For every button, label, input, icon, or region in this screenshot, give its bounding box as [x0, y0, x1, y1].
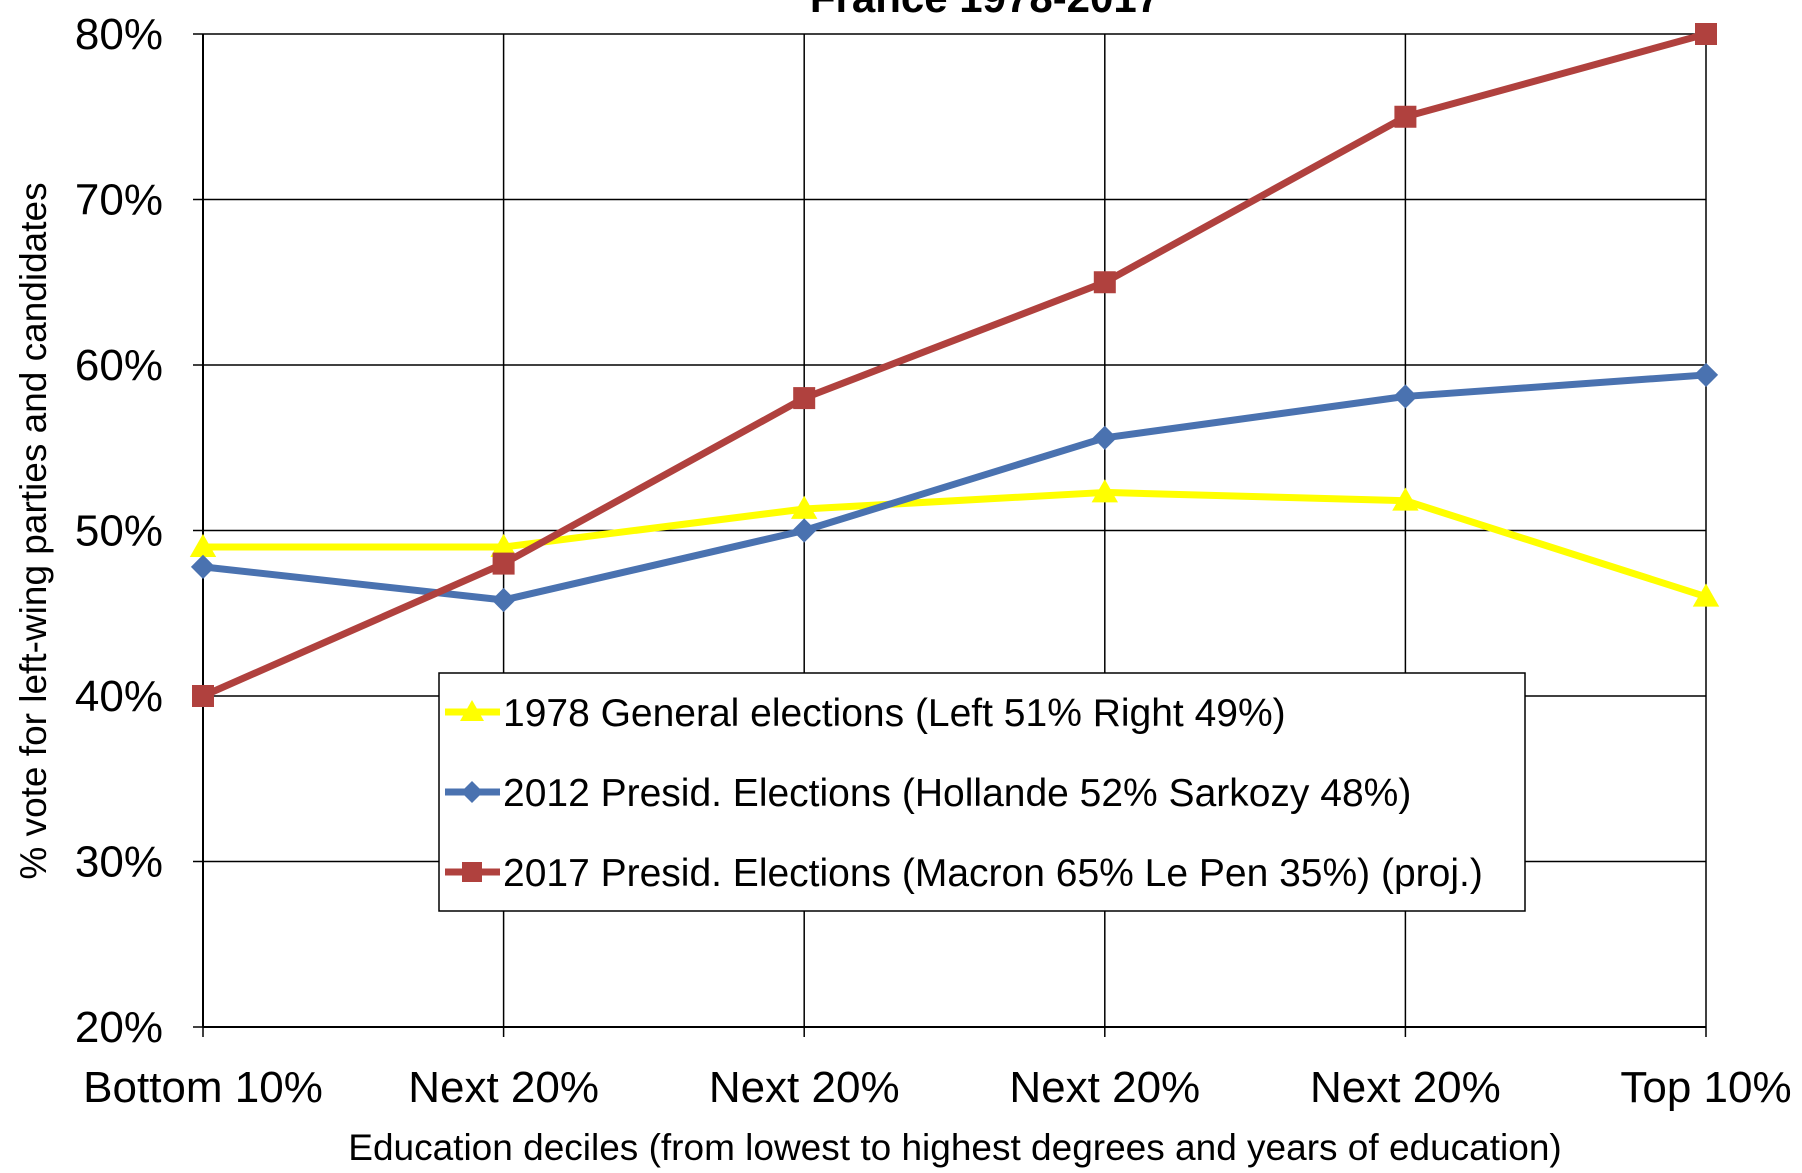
series-line — [202, 371, 1707, 604]
marker — [1392, 487, 1419, 511]
marker — [1693, 362, 1719, 388]
x-tick-label: Next 20% — [709, 1063, 900, 1112]
x-tick-label: Next 20% — [1310, 1063, 1501, 1112]
marker — [189, 533, 217, 557]
marker — [460, 700, 484, 721]
y-tick-label: 20% — [75, 1003, 163, 1052]
y-tick-label: 40% — [75, 672, 163, 721]
x-tick-label: Next 20% — [408, 1063, 599, 1112]
marker — [492, 552, 515, 575]
marker — [1093, 271, 1116, 294]
x-tick-label: Bottom 10% — [83, 1063, 323, 1112]
marker — [491, 587, 516, 613]
marker — [792, 518, 817, 543]
marker — [490, 533, 517, 557]
x-tick-label: Top 10% — [1620, 1063, 1791, 1112]
marker — [462, 862, 482, 882]
marker — [192, 685, 214, 707]
marker — [1695, 23, 1717, 45]
series-line — [201, 30, 1707, 700]
legend-label: 2017 Presid. Elections (Macron 65% Le Pe… — [503, 852, 1483, 895]
legend-label: 2012 Presid. Elections (Hollande 52% Sar… — [503, 772, 1411, 815]
series-line — [203, 488, 1708, 601]
y-tick-label: 70% — [75, 176, 163, 225]
y-axis-label: % vote for left-wing parties and candida… — [13, 182, 54, 879]
x-axis-label: Education deciles (from lowest to highes… — [348, 1127, 1561, 1168]
marker — [793, 387, 816, 410]
marker — [461, 781, 483, 803]
x-tick-label: Next 20% — [1009, 1063, 1200, 1112]
marker — [1394, 105, 1417, 128]
marker — [791, 495, 818, 519]
y-tick-label: 50% — [75, 507, 163, 556]
chart-title: France 1978-2017 — [810, 0, 1160, 21]
y-tick-label: 30% — [75, 838, 163, 887]
marker — [1692, 583, 1720, 607]
marker — [1092, 425, 1117, 450]
y-tick-label: 80% — [75, 10, 163, 59]
legend-label: 1978 General elections (Left 51% Right 4… — [503, 692, 1286, 735]
y-tick-label: 60% — [75, 341, 163, 390]
legend: 1978 General elections (Left 51% Right 4… — [438, 672, 1526, 912]
marker — [190, 554, 216, 580]
marker — [1393, 384, 1418, 409]
legend-box — [438, 672, 1526, 912]
marker — [1091, 479, 1118, 503]
